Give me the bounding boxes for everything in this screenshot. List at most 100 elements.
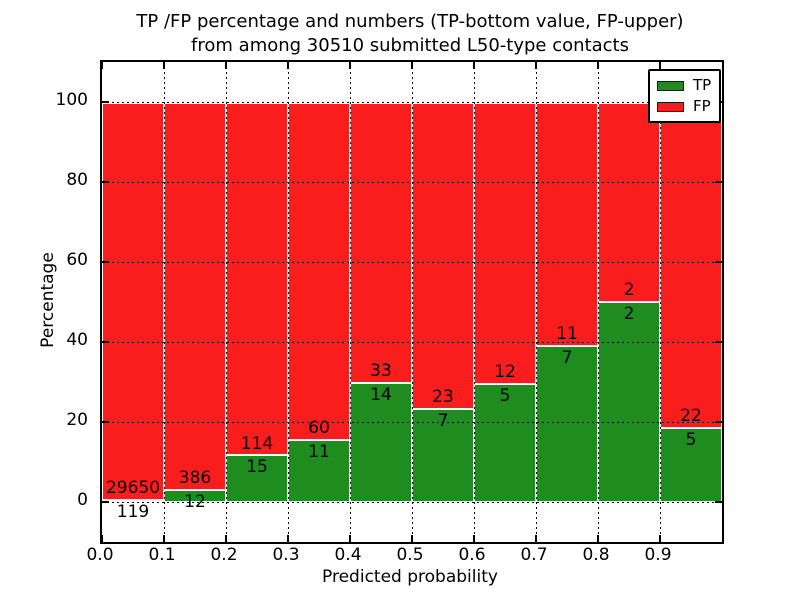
horizontal-gridline [102, 102, 722, 103]
y-tick-mark-right [715, 501, 722, 503]
x-tick-label: 0.7 [520, 545, 548, 565]
y-tick-mark [102, 261, 109, 263]
fp-bar-segment [536, 102, 598, 347]
fp-bar-segment [412, 102, 474, 409]
tp-count-label: 7 [437, 410, 449, 431]
tp-bar-segment [536, 346, 598, 502]
x-tick-label: 0.6 [458, 545, 486, 565]
y-tick-mark-right [715, 421, 722, 423]
x-tick-mark [535, 535, 537, 542]
y-axis-label: Percentage [38, 252, 58, 348]
x-tick-mark-top [163, 62, 165, 69]
x-tick-mark [349, 535, 351, 542]
horizontal-gridline [102, 342, 722, 343]
tp-bar-segment [350, 382, 412, 502]
x-axis-label: Predicted probability [322, 567, 498, 587]
y-tick-mark [102, 501, 109, 503]
legend: TP FP [648, 69, 721, 123]
vertical-gridline [226, 62, 227, 542]
y-tick-mark [102, 341, 109, 343]
tp-count-label: 2 [623, 304, 635, 324]
x-tick-label: 0.4 [334, 545, 362, 565]
tp-count-label: 12 [184, 491, 206, 512]
tp-bar-segment [660, 427, 722, 502]
fp-count-label: 11 [556, 324, 578, 345]
horizontal-gridline [102, 422, 722, 423]
fp-count-label: 23 [432, 386, 454, 407]
x-tick-label: 0.0 [86, 545, 114, 565]
fp-count-label: 29650 [105, 478, 161, 499]
fp-bar-segment [598, 102, 660, 302]
tp-bar-segment [474, 384, 536, 502]
vertical-gridline [598, 62, 599, 542]
x-tick-mark-top [349, 62, 351, 69]
y-tick-label: 100 [55, 90, 88, 110]
y-tick-label: 60 [66, 250, 88, 270]
tp-bar-segment [598, 302, 660, 502]
fp-bar-segment [226, 102, 288, 456]
horizontal-gridline [102, 502, 722, 503]
fp-count-label: 2 [623, 280, 635, 300]
y-tick-label: 0 [77, 490, 88, 510]
x-tick-mark-top [287, 62, 289, 69]
vertical-gridline [350, 62, 351, 542]
y-tick-mark [102, 421, 109, 423]
x-tick-label: 0.3 [272, 545, 300, 565]
tp-count-label: 5 [685, 429, 697, 450]
y-tick-mark [102, 181, 109, 183]
vertical-gridline [474, 62, 475, 542]
y-tick-label: 40 [66, 330, 88, 350]
fp-swatch-icon [657, 101, 684, 112]
fp-count-label: 386 [178, 467, 212, 488]
fp-bar-segment [350, 102, 412, 383]
x-tick-label: 0.2 [210, 545, 238, 565]
horizontal-gridline [102, 182, 722, 183]
fp-count-label: 33 [370, 360, 392, 381]
x-tick-label: 0.1 [148, 545, 176, 565]
tp-bar-segment [412, 408, 474, 502]
fp-bar-segment [660, 102, 722, 428]
fp-count-label: 114 [240, 433, 274, 454]
x-tick-mark [597, 535, 599, 542]
x-tick-label: 0.8 [582, 545, 610, 565]
x-tick-mark [473, 535, 475, 542]
x-tick-mark-top [597, 62, 599, 69]
x-tick-mark [287, 535, 289, 542]
x-tick-mark-top [659, 62, 661, 69]
y-tick-mark-right [715, 261, 722, 263]
tp-count-label: 119 [116, 502, 150, 523]
x-tick-mark-top [473, 62, 475, 69]
vertical-gridline [164, 62, 165, 542]
y-tick-label: 80 [66, 170, 88, 190]
x-tick-mark [225, 535, 227, 542]
tp-count-label: 15 [246, 457, 268, 478]
fp-count-label: 60 [308, 418, 330, 439]
vertical-gridline [660, 62, 661, 542]
y-tick-mark-right [715, 181, 722, 183]
horizontal-gridline [102, 262, 722, 263]
chart-title: TP /FP percentage and numbers (TP-bottom… [90, 10, 730, 58]
vertical-gridline [412, 62, 413, 542]
tp-swatch-icon [657, 80, 684, 91]
plot-area: 29650 119 386 12 114 15 60 11 33 14 23 7 12 5 11 7 2 2 22 5… [100, 60, 724, 544]
x-tick-mark [659, 535, 661, 542]
vertical-gridline [536, 62, 537, 542]
x-tick-mark [101, 535, 103, 542]
legend-row-tp: TP [657, 75, 713, 96]
legend-label-tp: TP [693, 76, 712, 94]
x-tick-label: 0.9 [644, 545, 672, 565]
x-tick-mark [163, 535, 165, 542]
y-tick-label: 20 [66, 410, 88, 430]
x-tick-label: 0.5 [396, 545, 424, 565]
tp-count-label: 7 [561, 348, 573, 369]
x-tick-mark-top [411, 62, 413, 69]
vertical-gridline [288, 62, 289, 542]
x-tick-mark-top [535, 62, 537, 69]
tp-count-label: 14 [370, 384, 392, 405]
chart-title-line1: TP /FP percentage and numbers (TP-bottom… [136, 11, 684, 32]
chart-title-line2: from among 30510 submitted L50-type cont… [191, 34, 629, 56]
fp-count-label: 22 [680, 405, 702, 426]
x-tick-mark-top [101, 62, 103, 69]
y-tick-mark-right [715, 341, 722, 343]
